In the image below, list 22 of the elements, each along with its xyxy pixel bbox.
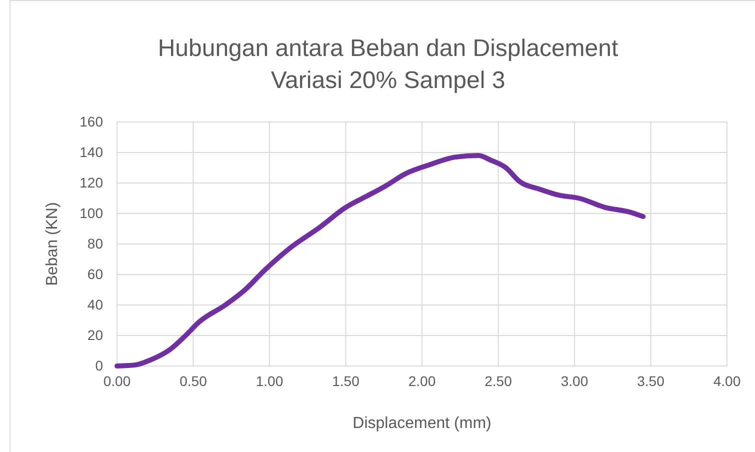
y-tick-label: 80 xyxy=(87,235,104,252)
chart-title: Hubungan antara Beban dan Displacement xyxy=(158,35,618,62)
x-tick-label: 0.00 xyxy=(103,372,131,389)
y-tick-label: 140 xyxy=(80,144,104,160)
x-tick-label: 2.00 xyxy=(408,372,436,389)
x-tick-label: 4.00 xyxy=(713,372,741,389)
y-tick-label: 160 xyxy=(80,113,104,130)
y-tick-label: 100 xyxy=(80,204,104,221)
x-tick-label: 1.00 xyxy=(256,372,284,389)
y-axis-title: Beban (KN) xyxy=(44,202,61,286)
y-tick-label: 0 xyxy=(95,357,104,374)
x-tick-label: 1.50 xyxy=(332,372,360,389)
y-tick-label: 40 xyxy=(87,296,104,312)
x-tick-label: 0.50 xyxy=(180,372,208,389)
x-tick-label: 2.50 xyxy=(484,372,512,389)
x-tick-label: 3.50 xyxy=(637,372,665,389)
y-tick-label: 120 xyxy=(80,174,104,190)
y-tick-label: 20 xyxy=(87,326,104,343)
chart-subtitle: Variasi 20% Sampel 3 xyxy=(270,67,506,94)
x-axis-title: Displacement (mm) xyxy=(352,415,492,432)
y-tick-label: 60 xyxy=(87,266,104,282)
x-tick-label: 3.00 xyxy=(560,372,588,389)
